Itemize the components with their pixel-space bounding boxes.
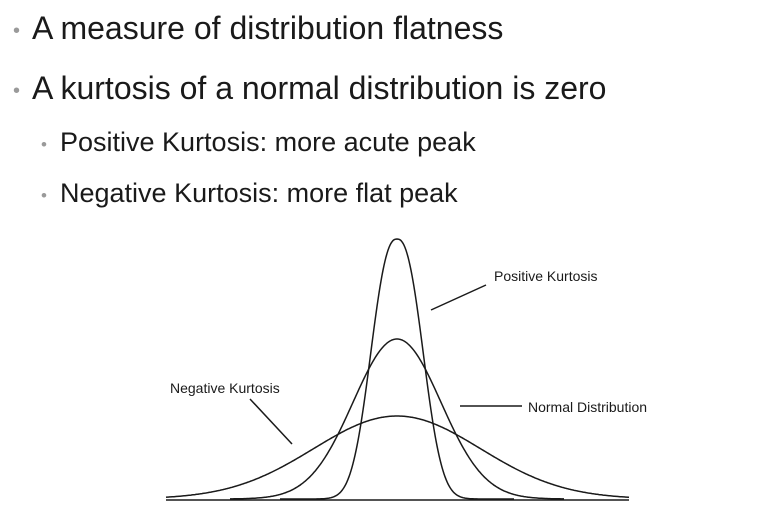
bullet-text: Negative Kurtosis: more flat peak <box>60 178 458 208</box>
bullet-item: • A kurtosis of a normal distribution is… <box>13 70 607 106</box>
bullet-text: A kurtosis of a normal distribution is z… <box>32 70 607 106</box>
positive-kurtosis-curve <box>280 238 514 500</box>
positive-kurtosis-label: Positive Kurtosis <box>494 268 597 284</box>
negative-kurtosis-label: Negative Kurtosis <box>170 380 280 396</box>
normal-distribution-curve <box>230 338 564 500</box>
sub-bullet-item: • Negative Kurtosis: more flat peak <box>41 178 458 208</box>
bullet-text: A measure of distribution flatness <box>32 10 504 46</box>
positive-kurtosis-pointer <box>430 284 487 311</box>
normal-distribution-label: Normal Distribution <box>528 399 647 415</box>
bullet-text: Positive Kurtosis: more acute peak <box>60 127 476 157</box>
bullet-marker: • <box>13 20 21 42</box>
bullet-item: • A measure of distribution flatness <box>13 10 504 46</box>
sub-bullet-item: • Positive Kurtosis: more acute peak <box>41 127 476 157</box>
bullet-marker: • <box>41 186 47 205</box>
bullet-marker: • <box>41 135 47 154</box>
negative-kurtosis-curve <box>165 415 630 499</box>
negative-kurtosis-pointer <box>249 398 293 445</box>
bullet-marker: • <box>13 80 21 102</box>
